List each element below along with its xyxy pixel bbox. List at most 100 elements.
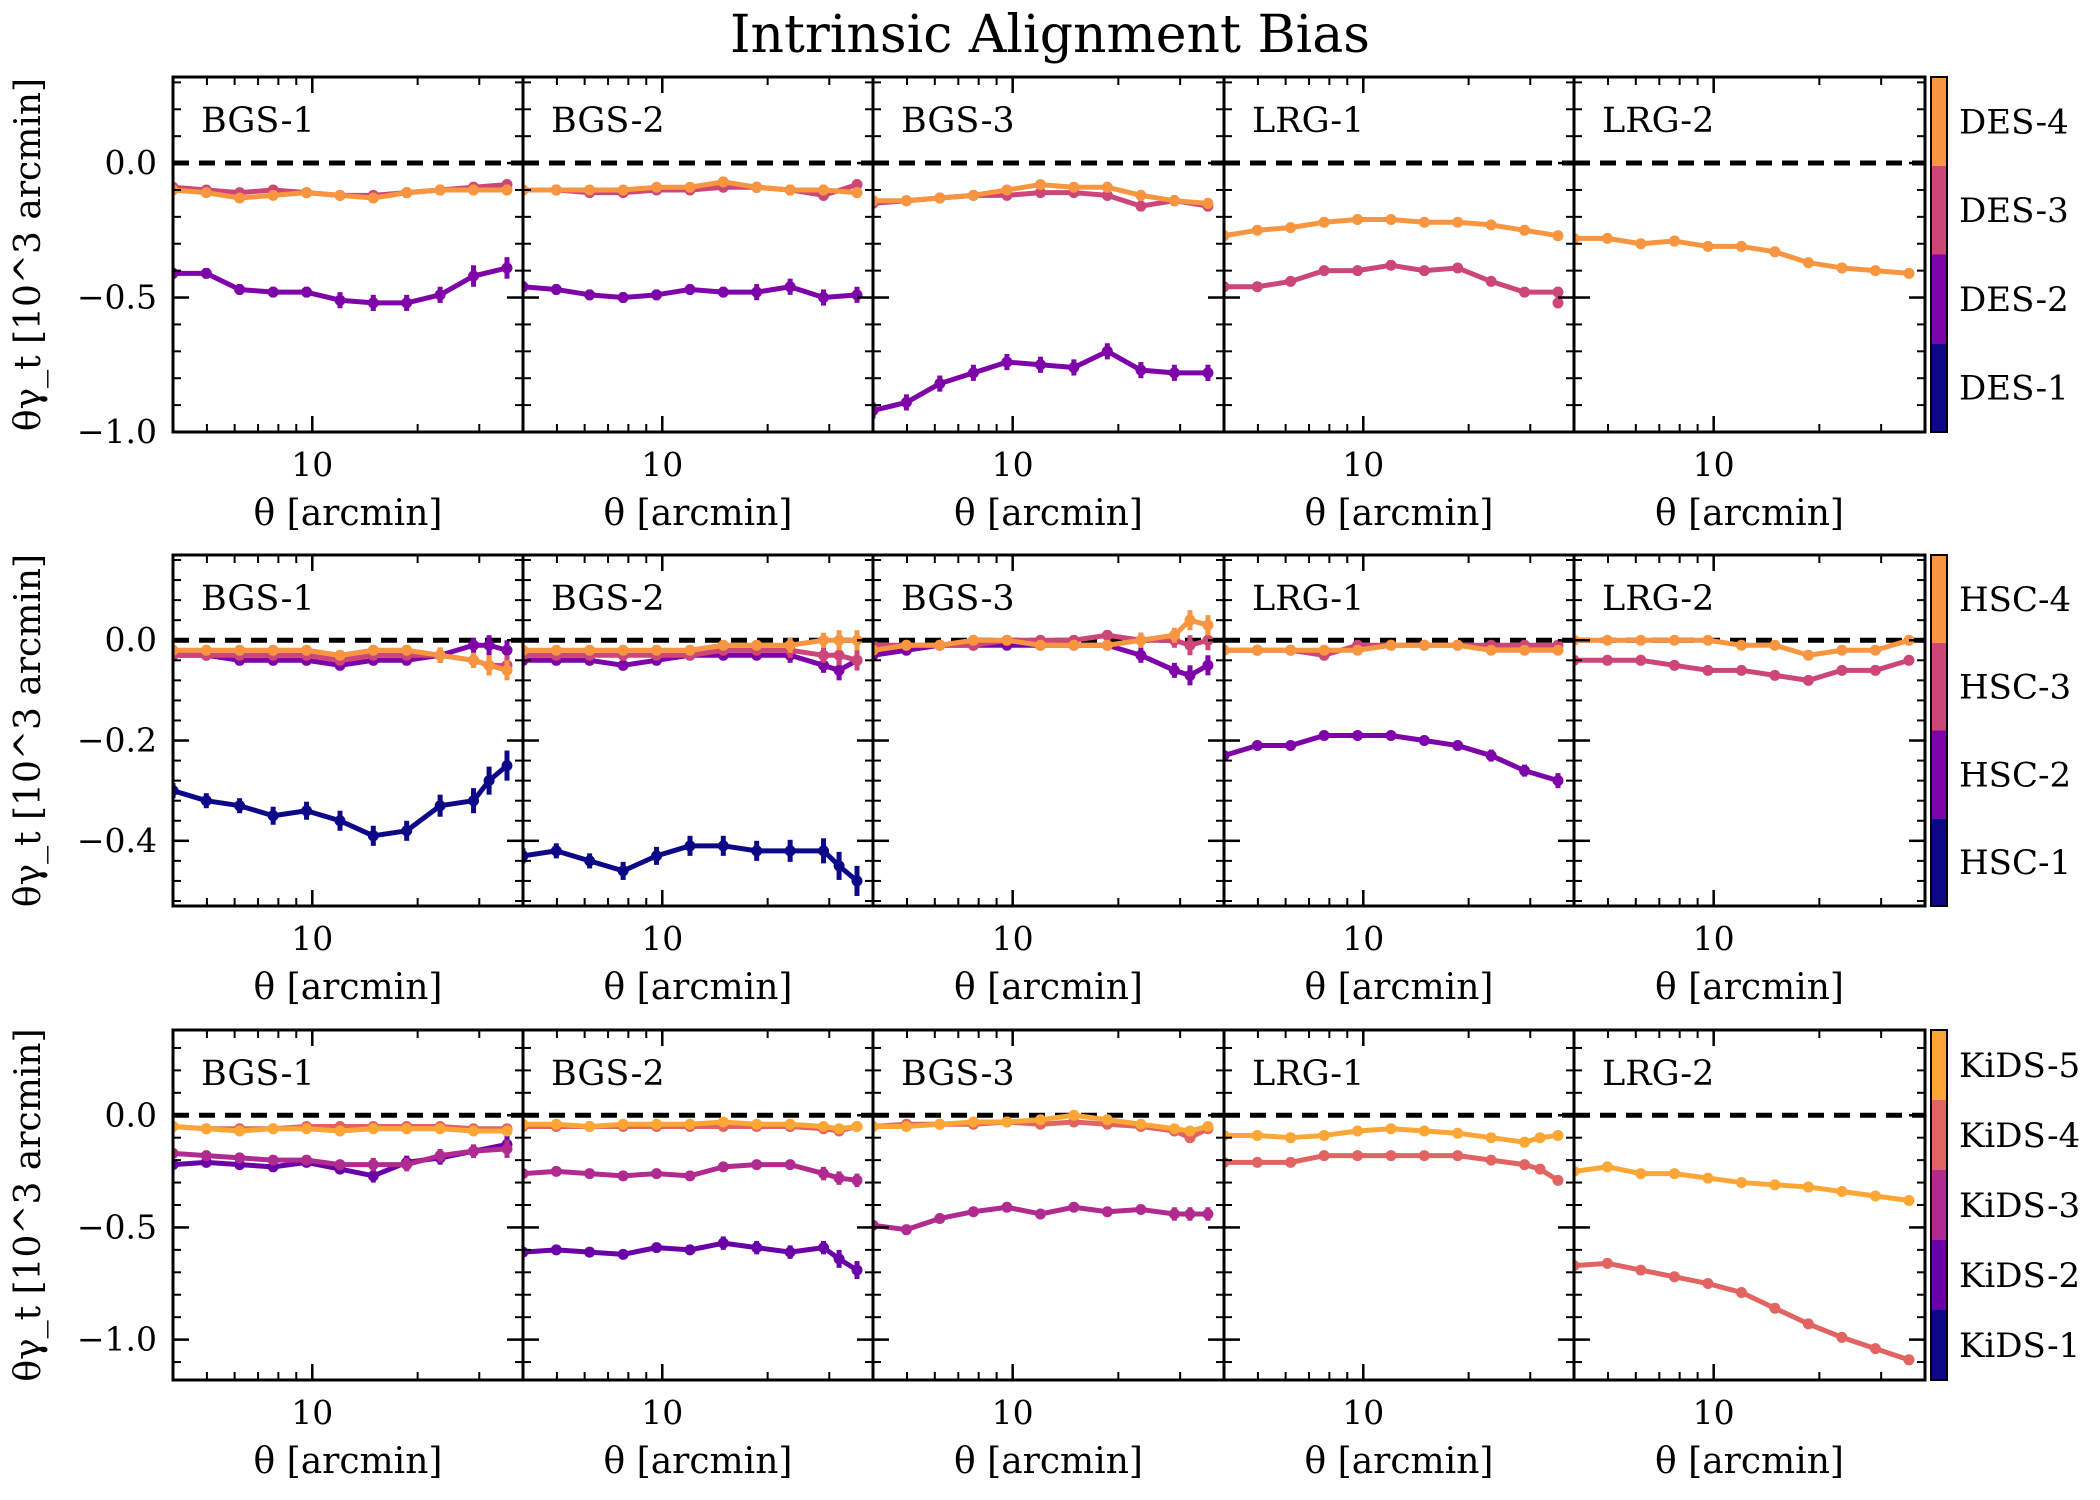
data-point [1352,1125,1364,1137]
data-point [1202,619,1214,631]
data-point [1735,1177,1747,1189]
data-point [1034,639,1046,651]
data-point [651,289,663,301]
data-point [833,1253,845,1265]
data-point [833,860,845,872]
data-point [900,1224,912,1236]
data-point [1318,1129,1330,1141]
data-point [1735,664,1747,676]
series-group [173,179,513,311]
series-line-kids-4 [1574,1260,1910,1363]
data-point [334,189,346,201]
data-point [1802,257,1814,269]
colorbar-frame [1930,554,1948,907]
data-point [200,1150,212,1162]
data-point [784,281,796,293]
data-point [1385,639,1397,651]
panel-label: BGS-3 [901,579,1015,619]
data-point [934,378,946,390]
panel-lrg-1: LRG-1 10 θ [arcmin] [1222,75,1576,534]
y-tick-label: −1.0 [77,1320,157,1359]
panel-label: BGS-2 [551,1054,665,1094]
data-point [1285,275,1297,287]
data-point [1601,1257,1613,1269]
x-axis-label: θ [arcmin] [1305,967,1494,1008]
colorbar-label: KiDS-2 [1959,1256,2080,1296]
data-point [1285,1132,1297,1144]
data-point [1519,286,1531,298]
x-axis-label: θ [arcmin] [1305,1441,1494,1482]
data-point [751,1118,763,1130]
data-point [367,297,379,309]
data-point [1802,1318,1814,1330]
data-point [851,187,863,199]
series-group [873,1109,1214,1236]
data-point [833,649,845,661]
data-point [651,850,663,862]
data-point [684,644,696,656]
series-line-hsc-2 [1224,733,1559,784]
data-point [267,189,279,201]
colorbar-segment [1931,555,1947,643]
data-point [584,1246,596,1258]
colorbar-label: HSC-3 [1959,668,2071,708]
data-point [234,192,246,204]
colorbar-label: HSC-4 [1959,580,2071,620]
data-point [501,760,513,772]
data-point [234,1125,246,1137]
data-point [301,1123,313,1135]
data-point [301,644,313,656]
data-point [200,795,212,807]
data-point [584,184,596,196]
data-point [1519,644,1531,656]
data-point [1168,195,1180,207]
data-point [1202,634,1214,646]
series-group [1224,1123,1564,1186]
data-point [1352,214,1364,226]
x-tick-label: 10 [291,1393,333,1432]
data-point [501,664,513,676]
data-point [1485,644,1497,656]
data-point [784,184,796,196]
data-point [1519,224,1531,236]
data-point [1285,740,1297,752]
colorbar-label: KiDS-4 [1959,1116,2080,1156]
data-point [401,644,413,656]
y-tick-label: −0.5 [77,278,157,317]
data-point [751,181,763,193]
data-point [334,815,346,827]
data-point [717,1116,729,1128]
data-point [833,664,845,676]
data-point [818,649,830,661]
data-point [550,1165,562,1177]
panel-bgs-2: BGS-2 10 θ [arcmin] [521,1028,875,1482]
x-axis-label: θ [arcmin] [254,1441,443,1482]
data-point [1452,262,1464,274]
row-des: θγ_t [10^3 arcmin] 0.0 −0.5 −1.0 BGS-1 10 θ [a… [8,75,2069,534]
data-point [1251,281,1263,293]
colorbar-label: KiDS-3 [1959,1186,2080,1226]
data-point [818,292,830,304]
x-tick-label: 10 [1342,919,1384,958]
data-point [1418,735,1430,747]
data-point [1534,1163,1546,1175]
data-point [1168,629,1180,641]
data-point [1184,669,1196,681]
data-point [1101,639,1113,651]
x-axis-label: θ [arcmin] [604,1441,793,1482]
x-tick-label: 10 [1342,445,1384,484]
data-point [851,1120,863,1132]
data-point [967,634,979,646]
data-point [1836,1186,1848,1198]
figure-title: Intrinsic Alignment Bias [730,5,1370,65]
data-point [1552,644,1564,656]
data-point [367,1170,379,1182]
x-axis-label: θ [arcmin] [1655,493,1844,534]
data-point [1385,730,1397,742]
series-group [523,1116,863,1280]
x-tick-label: 10 [1693,1393,1735,1432]
x-axis-label: θ [arcmin] [954,1441,1143,1482]
data-point [1668,659,1680,671]
data-point [1285,1156,1297,1168]
data-point [684,283,696,295]
